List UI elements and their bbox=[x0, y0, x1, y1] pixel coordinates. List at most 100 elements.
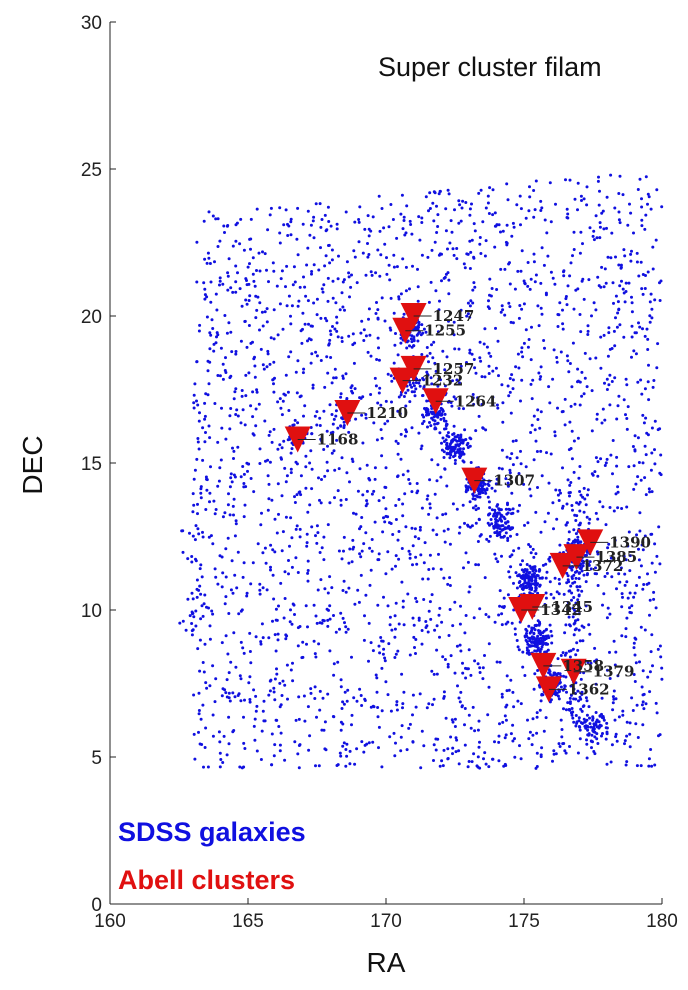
galaxy-point bbox=[633, 636, 637, 640]
galaxy-point bbox=[420, 444, 424, 448]
galaxy-point bbox=[640, 543, 644, 547]
galaxy-point bbox=[593, 572, 597, 576]
galaxy-point bbox=[280, 549, 284, 553]
galaxy-point bbox=[323, 264, 327, 268]
galaxy-point bbox=[261, 551, 265, 555]
galaxy-point bbox=[551, 377, 555, 381]
galaxy-point bbox=[556, 657, 560, 661]
galaxy-point bbox=[471, 301, 475, 305]
galaxy-point bbox=[428, 191, 432, 195]
galaxy-point bbox=[226, 536, 230, 540]
galaxy-point bbox=[508, 575, 512, 579]
galaxy-point bbox=[471, 705, 475, 709]
galaxy-point bbox=[355, 747, 359, 751]
galaxy-point bbox=[231, 446, 234, 450]
galaxy-point bbox=[467, 760, 471, 763]
galaxy-point bbox=[361, 251, 365, 255]
galaxy-point bbox=[594, 456, 598, 460]
galaxy-point bbox=[641, 548, 645, 552]
galaxy-point bbox=[323, 587, 327, 591]
galaxy-point bbox=[516, 269, 520, 273]
galaxy-point bbox=[203, 746, 207, 749]
galaxy-point bbox=[399, 341, 403, 345]
galaxy-point bbox=[318, 416, 322, 420]
galaxy-point bbox=[296, 206, 300, 210]
galaxy-point bbox=[328, 617, 332, 621]
galaxy-point bbox=[409, 337, 413, 341]
galaxy-point bbox=[345, 742, 349, 746]
galaxy-point bbox=[506, 520, 510, 524]
galaxy-point bbox=[478, 607, 482, 611]
galaxy-point bbox=[519, 449, 522, 453]
galaxy-point bbox=[406, 469, 410, 473]
galaxy-point bbox=[425, 377, 429, 380]
galaxy-point bbox=[472, 255, 476, 259]
galaxy-point bbox=[192, 503, 196, 507]
galaxy-point bbox=[277, 604, 280, 608]
galaxy-point bbox=[449, 453, 453, 457]
galaxy-point bbox=[635, 260, 639, 264]
galaxy-point bbox=[578, 251, 582, 255]
galaxy-point bbox=[476, 489, 480, 493]
galaxy-point bbox=[396, 474, 400, 478]
galaxy-point bbox=[216, 484, 220, 488]
galaxy-point bbox=[576, 181, 580, 185]
galaxy-point bbox=[215, 331, 219, 335]
galaxy-point bbox=[508, 305, 512, 309]
galaxy-point bbox=[625, 734, 629, 738]
galaxy-point bbox=[327, 608, 330, 612]
galaxy-point bbox=[592, 750, 596, 753]
galaxy-point bbox=[659, 453, 663, 457]
galaxy-point bbox=[497, 613, 501, 617]
galaxy-point bbox=[340, 707, 344, 710]
galaxy-point bbox=[490, 486, 494, 490]
galaxy-point bbox=[623, 739, 627, 743]
galaxy-point bbox=[420, 506, 424, 510]
galaxy-point bbox=[340, 456, 344, 460]
galaxy-point bbox=[308, 233, 312, 237]
galaxy-point bbox=[542, 263, 546, 267]
galaxy-point bbox=[392, 253, 396, 257]
galaxy-point bbox=[429, 617, 433, 621]
galaxy-point bbox=[578, 509, 582, 513]
galaxy-point bbox=[606, 546, 610, 550]
galaxy-point bbox=[343, 621, 346, 625]
galaxy-point bbox=[506, 620, 510, 624]
galaxy-point bbox=[611, 695, 615, 699]
galaxy-point bbox=[217, 479, 221, 483]
galaxy-point bbox=[589, 567, 593, 571]
galaxy-point bbox=[340, 416, 344, 420]
galaxy-point bbox=[448, 542, 452, 546]
galaxy-point bbox=[200, 743, 204, 746]
galaxy-point bbox=[322, 535, 326, 539]
galaxy-point bbox=[253, 738, 257, 742]
galaxy-point bbox=[233, 390, 237, 394]
galaxy-point bbox=[369, 354, 373, 358]
galaxy-point bbox=[639, 260, 643, 264]
galaxy-point bbox=[480, 487, 484, 491]
galaxy-point bbox=[345, 754, 349, 758]
galaxy-point bbox=[494, 517, 497, 521]
galaxy-point bbox=[518, 744, 521, 748]
galaxy-point bbox=[382, 516, 385, 520]
galaxy-point bbox=[268, 460, 272, 464]
galaxy-point bbox=[533, 428, 537, 432]
galaxy-point bbox=[611, 439, 615, 442]
galaxy-point bbox=[487, 685, 491, 689]
galaxy-point bbox=[199, 485, 203, 489]
galaxy-point bbox=[376, 316, 380, 320]
galaxy-point bbox=[641, 540, 645, 544]
galaxy-point bbox=[534, 552, 538, 556]
galaxy-point bbox=[408, 482, 412, 486]
galaxy-point bbox=[544, 716, 548, 720]
galaxy-point bbox=[253, 717, 257, 721]
galaxy-point bbox=[582, 704, 586, 708]
galaxy-point bbox=[319, 578, 323, 582]
galaxy-point bbox=[518, 304, 522, 307]
galaxy-point bbox=[391, 218, 395, 221]
galaxy-point bbox=[512, 581, 515, 585]
galaxy-point bbox=[205, 686, 209, 690]
cluster-label: 1390 bbox=[609, 533, 651, 551]
galaxy-point bbox=[410, 232, 414, 236]
